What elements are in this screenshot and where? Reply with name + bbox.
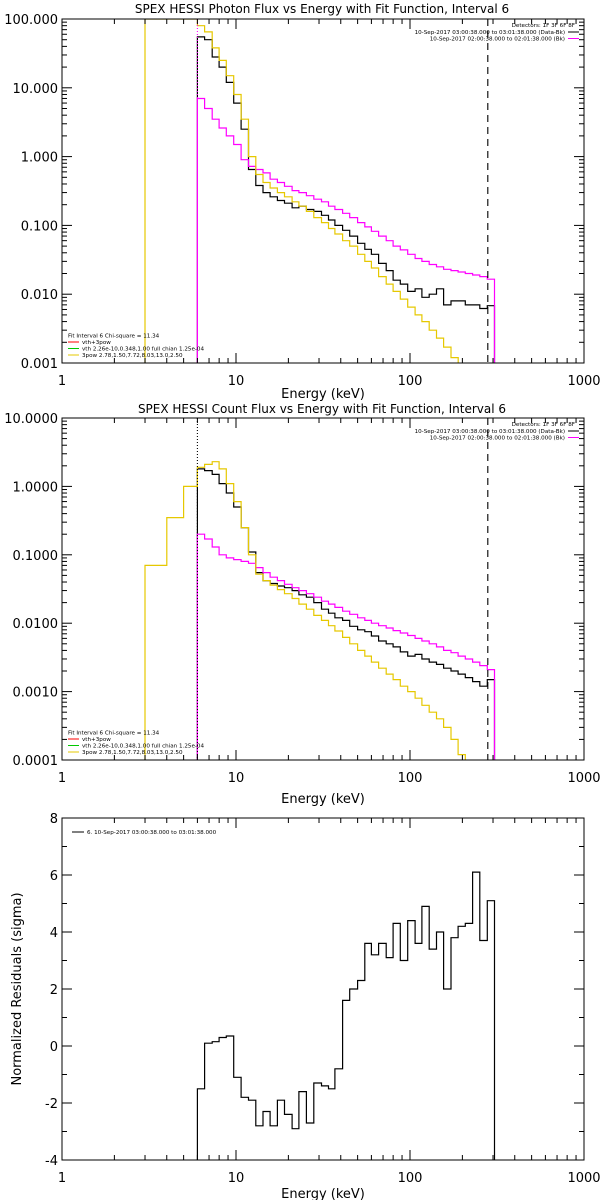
count-y-tick-label: 0.0100: [13, 617, 59, 632]
residuals-y-ticks: -4 -2 0 2 4 6 8: [45, 812, 584, 1169]
count-y-ticks: 0.0001 0.0010 0.0100 0.1000 1.0000 10.0000: [4, 412, 584, 769]
residuals-x-tick-label: 1000: [567, 1171, 600, 1186]
count-x-tick-label: 1: [58, 771, 66, 786]
photon-x-ticks: 1 10 100 1000: [58, 19, 600, 389]
residuals-legend-entry: 6. 10-Sep-2017 03:00:38.000 to 03:01:38.…: [87, 830, 217, 836]
photon-legend-entry: 10-Sep-2017 02:00:38.000 to 02:01:38.000…: [430, 37, 565, 43]
photon-y-tick-label: 0.010: [21, 288, 58, 303]
count-flux-panel: SPEX HESSI Count Flux vs Energy with Fit…: [4, 402, 600, 807]
photon-legend-header: Detectors: 1F 3F 6F 8F: [512, 23, 575, 29]
residuals-y-tick-label: 2: [50, 983, 58, 998]
count-series-1: [196, 533, 496, 760]
residuals-y-tick-label: -2: [45, 1097, 58, 1112]
count-vlines: [196, 418, 489, 760]
count-x-axis-label: Energy (keV): [281, 792, 365, 807]
photon-vlines: [196, 19, 489, 363]
count-y-tick-label: 0.0001: [13, 754, 59, 769]
photon-fit-legend-entry: 3pow 2.78,1.50,7.72,8.03,13.0,2.50: [82, 353, 183, 359]
residuals-x-tick-label: 1: [58, 1171, 66, 1186]
count-x-tick-label: 100: [398, 771, 423, 786]
residuals-panel: 1 10 100 1000 -4 -2 0 2 4 6 8 Energy (keV) Normal…: [10, 812, 600, 1200]
residuals-y-tick-label: -4: [45, 1154, 58, 1169]
count-y-tick-label: 0.1000: [13, 549, 59, 564]
photon-chart-title: SPEX HESSI Photon Flux vs Energy with Fi…: [135, 2, 509, 16]
photon-x-tick-label: 1: [58, 374, 66, 389]
photon-y-tick-label: 10.000: [13, 82, 59, 97]
photon-legend-entry: 10-Sep-2017 03:00:38.000 to 03:01:38.000…: [415, 30, 565, 36]
count-y-tick-label: 1.0000: [13, 480, 59, 495]
residuals-y-axis-label: Normalized Residuals (sigma): [10, 892, 25, 1085]
photon-fit-legend-entry: vth 2.26e-10,0.348,1.00 full chian 1.25e…: [82, 347, 204, 353]
photon-plot-frame: [61, 18, 585, 364]
photon-x-tick-label: 100: [398, 374, 423, 389]
photon-fit-legend-entry: vth+3pow: [82, 340, 111, 346]
count-y-tick-label: 10.0000: [4, 412, 58, 427]
residuals-x-axis-label: Energy (keV): [281, 1187, 365, 1200]
photon-y-tick-label: 100.000: [4, 13, 58, 28]
photon-x-axis-label: Energy (keV): [281, 387, 365, 402]
photon-x-tick-label: 1000: [567, 374, 600, 389]
residuals-y-tick-label: 4: [50, 926, 58, 941]
count-fit-legend-header: Fit Interval 6 Chi-square = 11.34: [68, 731, 160, 737]
count-x-tick-label: 10: [228, 771, 245, 786]
residuals-plot-frame: [61, 817, 585, 1161]
count-series-layer: [144, 461, 496, 760]
count-x-tick-label: 1000: [567, 771, 600, 786]
residuals-x-ticks: 1 10 100 1000: [58, 818, 600, 1186]
residuals-x-tick-label: 10: [228, 1171, 245, 1186]
photon-x-tick-label: 10: [228, 374, 245, 389]
count-fit-legend-entry: vth 2.26e-10,0.348,1.00 full chian 1.25e…: [82, 744, 204, 750]
count-series-0: [196, 468, 496, 760]
residuals-x-tick-label: 100: [398, 1171, 423, 1186]
photon-series-2: [144, 19, 459, 363]
count-y-tick-label: 0.0010: [13, 686, 59, 701]
residuals-y-tick-label: 6: [50, 869, 58, 884]
count-legend-header: Detectors: 1F 3F 6F 8F: [512, 422, 575, 428]
photon-y-tick-label: 0.001: [21, 357, 58, 372]
count-series-2: [144, 461, 466, 760]
residuals-y-tick-label: 8: [50, 812, 58, 827]
photon-y-tick-label: 0.100: [21, 219, 58, 234]
residuals-legend: 6. 10-Sep-2017 03:00:38.000 to 03:01:38.…: [72, 830, 217, 836]
photon-series-layer: [144, 19, 496, 363]
photon-legend-bottom: Fit Interval 6 Chi-square = 11.34vth+3po…: [68, 334, 204, 359]
count-fit-legend-entry: vth+3pow: [82, 737, 111, 743]
photon-fit-legend-header: Fit Interval 6 Chi-square = 11.34: [68, 334, 160, 340]
count-legend-entry: 10-Sep-2017 03:00:38.000 to 03:01:38.000…: [415, 429, 565, 435]
count-fit-legend-entry: 3pow 2.78,1.50,7.72,8.03,13.0,2.50: [82, 750, 183, 756]
count-plot-frame: [61, 417, 585, 761]
count-legend-entry: 10-Sep-2017 02:00:38.000 to 02:01:38.000…: [430, 436, 565, 442]
residuals-series-layer: [196, 871, 496, 1160]
photon-flux-panel: SPEX HESSI Photon Flux vs Energy with Fi…: [4, 2, 600, 402]
residuals-y-tick-label: 0: [50, 1040, 58, 1055]
photon-series-1: [196, 97, 496, 363]
residuals-series-0: [196, 871, 496, 1160]
count-legend-bottom: Fit Interval 6 Chi-square = 11.34vth+3po…: [68, 731, 204, 756]
photon-y-tick-label: 1.000: [21, 151, 58, 166]
photon-series-0: [196, 36, 496, 363]
photon-y-ticks: 0.001 0.010 0.100 1.000 10.000 100.000: [4, 13, 584, 372]
count-x-ticks: 1 10 100 1000: [58, 418, 600, 786]
count-chart-title: SPEX HESSI Count Flux vs Energy with Fit…: [138, 402, 506, 416]
